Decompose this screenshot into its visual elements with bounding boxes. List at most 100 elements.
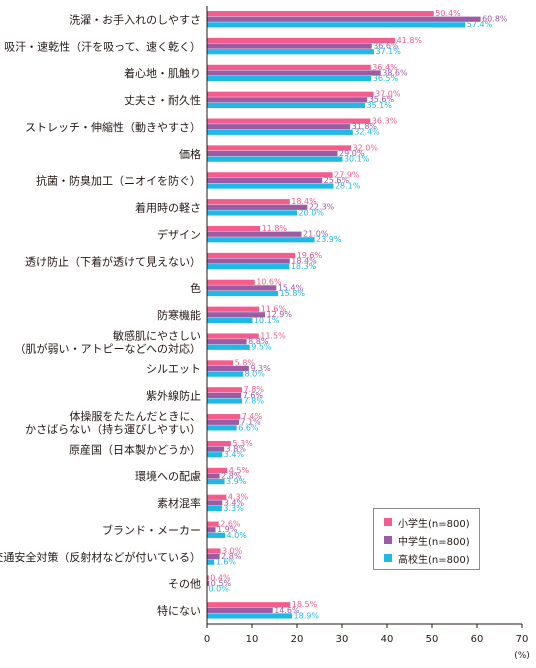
bar	[207, 387, 243, 393]
bar	[207, 124, 351, 130]
x-tick-label: 50	[426, 634, 439, 645]
data-label: 15.8%	[280, 289, 306, 298]
bar	[207, 258, 290, 264]
data-label: 5.8%	[235, 358, 256, 367]
data-label: 41.8%	[397, 36, 423, 45]
data-label: 32.0%	[353, 143, 379, 152]
legend-swatch-elementary	[384, 518, 392, 526]
legend-swatch-junior-high	[384, 536, 392, 544]
bar	[207, 602, 291, 608]
bar	[207, 16, 481, 22]
data-label: 20.0%	[299, 208, 325, 217]
data-label: 23.9%	[316, 235, 342, 244]
category-label: 交通安全対策（反射材などが付いている）	[0, 550, 201, 564]
bar	[207, 237, 315, 243]
data-label: 2.8%	[221, 471, 242, 480]
category-label: ストレッチ・伸縮性（動きやすさ）	[25, 120, 201, 134]
bar	[207, 371, 243, 377]
bar	[207, 575, 209, 581]
data-label: 2.8%	[221, 552, 242, 561]
bar	[207, 204, 308, 210]
bar	[207, 172, 333, 178]
category-label: ブランド・メーカー	[102, 523, 201, 537]
data-label: 4.0%	[227, 531, 248, 540]
data-label: 4.3%	[228, 493, 249, 502]
x-tick-label: 40	[381, 634, 394, 645]
bar	[207, 91, 374, 97]
data-label: 37.0%	[375, 90, 401, 99]
data-label: 7.6%	[243, 391, 264, 400]
data-label: 57.4%	[467, 20, 493, 29]
legend-swatch-high-school	[384, 554, 392, 562]
category-label: 着心地・肌触り	[124, 66, 201, 80]
bar	[207, 156, 343, 162]
x-tick-label: 30	[336, 634, 349, 645]
data-label: 9.3%	[250, 364, 271, 373]
bar	[207, 505, 222, 512]
category-label: 吸汗・速乾性（汗を吸って、速く乾く）	[4, 39, 201, 53]
data-label: 19.6%	[297, 251, 323, 260]
data-label: 1.6%	[216, 558, 237, 567]
bar	[207, 339, 247, 345]
category-label: 環境への配慮	[135, 469, 201, 483]
category-label: 着用時の軽さ	[135, 201, 201, 215]
bar	[207, 37, 396, 44]
bar	[207, 452, 223, 458]
bar	[207, 521, 219, 527]
category-label: 抗菌・防臭加工（ニオイを防ぐ）	[36, 174, 201, 188]
bar	[207, 43, 372, 49]
bar	[207, 500, 223, 506]
category-label: 体操服をたたんだときに、	[69, 409, 201, 423]
bar	[207, 290, 279, 297]
bar	[207, 548, 221, 554]
data-label: 35.1%	[366, 101, 392, 110]
bar	[207, 554, 220, 560]
bar	[207, 344, 250, 350]
bar	[207, 317, 253, 323]
x-tick-label: 60	[471, 634, 484, 645]
data-label: 21.0%	[303, 230, 329, 239]
data-label: 32.4%	[354, 128, 380, 137]
category-label: かさばらない（持ち運びしやすい）	[25, 422, 201, 436]
category-label: 原産国（日本製かどうか）	[69, 442, 201, 456]
bar	[207, 49, 374, 55]
data-label: 0.4%	[210, 573, 231, 582]
data-label: 7.8%	[244, 385, 265, 394]
bar	[207, 365, 249, 372]
category-label: 素材混率	[157, 496, 201, 510]
x-tick-label: 20	[291, 634, 304, 645]
legend: 小学生(n=800) 中学生(n=800) 高校生(n=800)	[373, 508, 480, 570]
data-label: 18.4%	[291, 256, 317, 265]
bar	[207, 425, 237, 431]
data-label: 5.3%	[232, 439, 253, 448]
data-label: 15.4%	[278, 283, 304, 292]
bar	[207, 527, 216, 533]
data-label: 29.0%	[339, 149, 365, 158]
bar	[207, 231, 302, 237]
data-label: 4.5%	[229, 466, 250, 475]
category-label: 敏感肌にやさしい	[113, 328, 201, 342]
data-label: 3.0%	[222, 546, 243, 555]
category-label: 紫外線防止	[146, 389, 201, 403]
category-label: 色	[190, 281, 201, 295]
bar	[207, 479, 225, 485]
category-label: （肌が弱い・アトピーなどへの対応）	[15, 341, 201, 355]
category-label: 丈夫さ・耐久性	[124, 93, 201, 107]
bar	[207, 494, 227, 500]
bar	[207, 129, 353, 135]
data-label: 10.6%	[256, 278, 282, 287]
bar	[207, 580, 210, 587]
bar	[207, 414, 241, 420]
data-label: 3.4%	[224, 450, 245, 459]
bar	[207, 285, 277, 291]
data-label: 11.5%	[260, 331, 286, 340]
data-label: 38.6%	[382, 68, 408, 77]
legend-label-high-school: 高校生(n=800)	[398, 554, 470, 566]
bar	[207, 312, 266, 318]
data-label: 50.4%	[435, 9, 461, 18]
bar	[207, 532, 225, 538]
bar	[207, 279, 255, 285]
bar	[207, 360, 234, 366]
data-label: 36.6%	[373, 42, 399, 51]
category-label: シルエット	[146, 363, 201, 376]
